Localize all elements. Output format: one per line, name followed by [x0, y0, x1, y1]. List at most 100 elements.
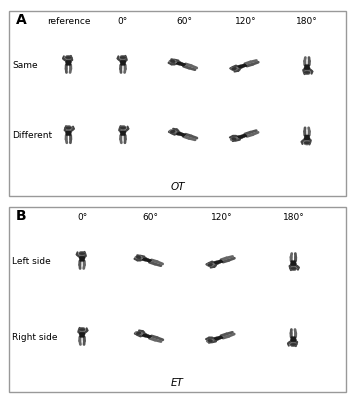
- Polygon shape: [119, 130, 127, 136]
- Polygon shape: [175, 131, 178, 134]
- Polygon shape: [147, 259, 152, 262]
- Polygon shape: [80, 260, 84, 261]
- Text: 120°: 120°: [235, 18, 256, 26]
- Polygon shape: [65, 130, 72, 136]
- Ellipse shape: [79, 252, 85, 255]
- Ellipse shape: [79, 328, 85, 331]
- Text: Different: Different: [12, 131, 52, 140]
- Text: OT: OT: [170, 182, 185, 192]
- Polygon shape: [212, 260, 223, 265]
- Polygon shape: [66, 134, 71, 136]
- Text: A: A: [16, 13, 26, 27]
- Polygon shape: [141, 257, 152, 262]
- Text: B: B: [16, 209, 26, 223]
- Ellipse shape: [79, 327, 86, 332]
- Text: 120°: 120°: [211, 214, 233, 222]
- Polygon shape: [291, 261, 295, 262]
- Polygon shape: [304, 65, 311, 70]
- Text: 180°: 180°: [283, 214, 304, 222]
- Polygon shape: [66, 64, 71, 65]
- Ellipse shape: [230, 137, 238, 141]
- Text: 60°: 60°: [142, 214, 158, 222]
- Ellipse shape: [290, 267, 296, 270]
- Ellipse shape: [65, 55, 72, 60]
- Polygon shape: [121, 64, 125, 65]
- Polygon shape: [305, 135, 309, 137]
- Ellipse shape: [136, 256, 141, 259]
- Polygon shape: [78, 256, 86, 261]
- Polygon shape: [181, 63, 186, 66]
- Ellipse shape: [120, 126, 126, 129]
- Ellipse shape: [65, 126, 72, 130]
- Polygon shape: [236, 134, 247, 140]
- Text: 0°: 0°: [77, 214, 87, 222]
- Ellipse shape: [304, 142, 310, 144]
- Polygon shape: [119, 60, 127, 65]
- Ellipse shape: [230, 67, 238, 71]
- Ellipse shape: [66, 126, 71, 129]
- Ellipse shape: [206, 263, 214, 267]
- Ellipse shape: [290, 266, 297, 271]
- Ellipse shape: [135, 255, 143, 259]
- Polygon shape: [212, 338, 216, 341]
- Polygon shape: [291, 337, 295, 338]
- Ellipse shape: [136, 332, 141, 335]
- Ellipse shape: [304, 70, 310, 75]
- FancyBboxPatch shape: [9, 207, 345, 392]
- Ellipse shape: [208, 339, 213, 342]
- Ellipse shape: [169, 59, 177, 63]
- Ellipse shape: [231, 67, 236, 70]
- Ellipse shape: [66, 56, 71, 59]
- Text: 180°: 180°: [296, 18, 318, 26]
- Polygon shape: [304, 135, 311, 140]
- Polygon shape: [236, 136, 240, 140]
- Ellipse shape: [135, 331, 143, 335]
- Ellipse shape: [170, 60, 175, 63]
- Polygon shape: [242, 64, 247, 67]
- Ellipse shape: [206, 339, 214, 343]
- Ellipse shape: [120, 55, 126, 60]
- Polygon shape: [121, 134, 125, 136]
- Text: ET: ET: [171, 378, 184, 388]
- Text: 0°: 0°: [118, 18, 128, 26]
- Ellipse shape: [304, 140, 310, 145]
- Polygon shape: [175, 61, 178, 64]
- Polygon shape: [181, 134, 186, 136]
- Text: Same: Same: [12, 60, 38, 70]
- Polygon shape: [175, 131, 186, 136]
- Polygon shape: [219, 260, 223, 263]
- Polygon shape: [141, 333, 144, 336]
- Polygon shape: [212, 262, 216, 265]
- Polygon shape: [236, 64, 247, 69]
- Text: 60°: 60°: [176, 18, 192, 26]
- Text: Right side: Right side: [12, 332, 58, 342]
- Polygon shape: [141, 333, 152, 338]
- Polygon shape: [212, 336, 223, 341]
- Ellipse shape: [120, 126, 126, 130]
- Polygon shape: [242, 134, 247, 137]
- Polygon shape: [290, 261, 297, 266]
- Ellipse shape: [290, 342, 297, 347]
- Ellipse shape: [304, 71, 310, 74]
- Polygon shape: [290, 337, 297, 342]
- Polygon shape: [236, 66, 240, 69]
- Polygon shape: [147, 335, 152, 338]
- Polygon shape: [65, 60, 72, 65]
- Polygon shape: [80, 336, 84, 337]
- Polygon shape: [304, 140, 311, 141]
- Text: reference: reference: [47, 18, 90, 26]
- Ellipse shape: [79, 251, 86, 256]
- Ellipse shape: [170, 130, 175, 133]
- Ellipse shape: [231, 138, 236, 140]
- Polygon shape: [141, 257, 144, 260]
- Polygon shape: [219, 336, 223, 339]
- Polygon shape: [305, 65, 309, 66]
- Ellipse shape: [290, 343, 296, 346]
- Polygon shape: [175, 61, 186, 66]
- Text: Left side: Left side: [12, 256, 51, 266]
- FancyBboxPatch shape: [9, 11, 345, 196]
- Ellipse shape: [120, 56, 126, 59]
- Ellipse shape: [169, 130, 177, 134]
- Ellipse shape: [208, 263, 213, 266]
- Polygon shape: [78, 332, 86, 337]
